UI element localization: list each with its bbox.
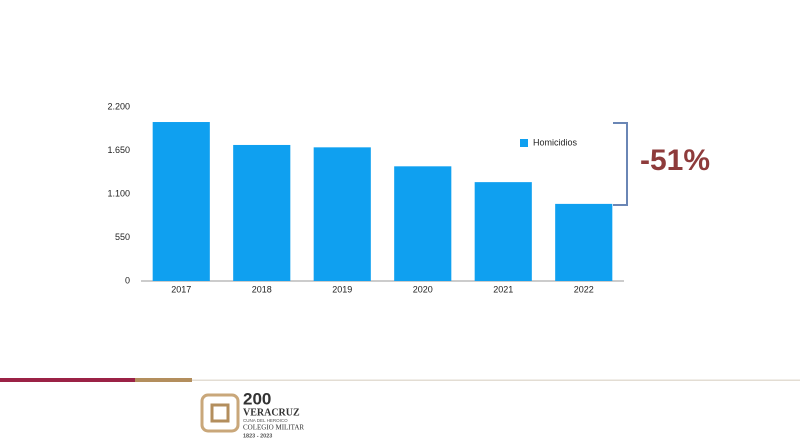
x-tick-label: 2021 (493, 284, 513, 294)
legend-swatch (520, 139, 528, 147)
y-tick-label: 2.200 (107, 101, 130, 111)
logo-line2: COLEGIO MILITAR (243, 424, 304, 432)
logo-icon-inner (210, 403, 230, 423)
y-tick-label: 550 (115, 232, 130, 242)
bar (555, 203, 613, 281)
x-tick-label: 2019 (332, 284, 352, 294)
y-tick-label: 1.650 (107, 145, 130, 155)
logo-icon (200, 393, 240, 433)
x-tick-label: 2017 (171, 284, 191, 294)
bar (233, 144, 291, 281)
logo-number: 200 (243, 389, 271, 408)
x-tick-label: 2018 (252, 284, 272, 294)
footer-bar-red (0, 378, 135, 382)
logo: 200 VERACRUZ CUNA DEL HEROICO COLEGIO MI… (200, 389, 304, 439)
legend-label: Homicidios (533, 137, 578, 147)
footer-bar-gold (135, 378, 192, 382)
x-tick-label: 2022 (574, 284, 594, 294)
logo-years: 1823 - 2023 (243, 433, 272, 439)
annotation: -51% (640, 144, 710, 177)
x-tick-label: 2020 (413, 284, 433, 294)
footer-line (192, 379, 800, 381)
y-tick-label: 0 (125, 275, 130, 285)
bar (152, 122, 210, 281)
logo-state: VERACRUZ (243, 407, 300, 418)
bracket (613, 122, 628, 206)
logo-line1: CUNA DEL HEROICO (243, 418, 288, 423)
bar (474, 182, 532, 281)
bar (394, 166, 452, 281)
y-tick-label: 1.100 (107, 188, 130, 198)
bar (313, 147, 371, 281)
